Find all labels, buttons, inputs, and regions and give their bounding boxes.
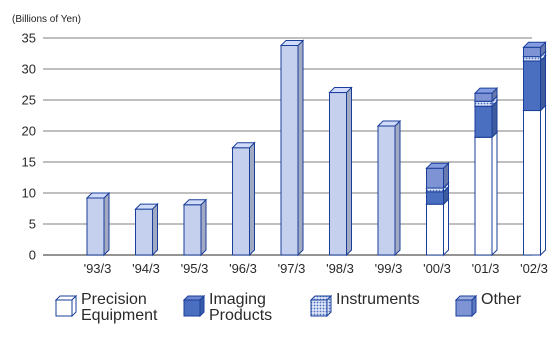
bar-other <box>182 198 208 257</box>
legend-swatch-precision <box>55 295 77 317</box>
y-tick-label: 10 <box>22 186 36 201</box>
x-tick-label: '95/3 <box>181 261 209 276</box>
x-tick-label: '01/3 <box>472 261 500 276</box>
legend-item-instruments: Instruments <box>310 292 420 317</box>
bar-precision <box>522 104 547 257</box>
legend-item-precision: Precision Equipment <box>55 292 158 324</box>
legend-label-precision: Precision Equipment <box>81 291 158 324</box>
legend-swatch-instruments <box>310 295 332 317</box>
y-tick-label: 5 <box>29 217 36 232</box>
legend-swatch-imaging <box>183 295 205 317</box>
bar-other <box>279 39 305 257</box>
bar-other <box>134 202 159 257</box>
legend-label-imaging: Imaging Products <box>209 291 273 324</box>
bar-other <box>376 119 402 257</box>
x-tick-label: '02/3 <box>520 261 548 276</box>
x-tick-label: '93/3 <box>84 261 112 276</box>
x-tick-label: '98/3 <box>326 261 354 276</box>
bar-precision <box>473 130 499 257</box>
legend: Precision Equipment Imaging Products Ins… <box>55 292 555 336</box>
bar-other <box>85 191 111 257</box>
bar-other <box>231 141 256 257</box>
x-tick-label: '94/3 <box>132 261 160 276</box>
x-tick-label: '97/3 <box>278 261 306 276</box>
legend-label-instruments: Instruments <box>336 291 420 308</box>
y-tick-label: 15 <box>22 155 36 170</box>
legend-item-other: Other <box>455 292 521 317</box>
legend-swatch-other <box>455 295 477 317</box>
x-tick-label: '99/3 <box>375 261 403 276</box>
y-tick-label: 30 <box>22 62 36 77</box>
legend-label-other: Other <box>481 291 522 308</box>
y-tick-label: 25 <box>22 93 36 108</box>
y-tick-label: 20 <box>22 124 36 139</box>
legend-item-imaging: Imaging Products <box>183 292 272 324</box>
bar-other <box>328 86 353 257</box>
bar-other <box>473 86 499 103</box>
bar-imaging <box>522 54 547 112</box>
bar-other <box>522 41 547 58</box>
y-tick-label: 0 <box>29 248 36 263</box>
unit-label: (Billions of Yen) <box>12 14 81 25</box>
bar-precision <box>425 197 450 257</box>
x-tick-label: '00/3 <box>423 261 451 276</box>
bar-other <box>425 161 450 190</box>
y-tick-label: 35 <box>22 31 36 46</box>
x-tick-label: '96/3 <box>229 261 257 276</box>
